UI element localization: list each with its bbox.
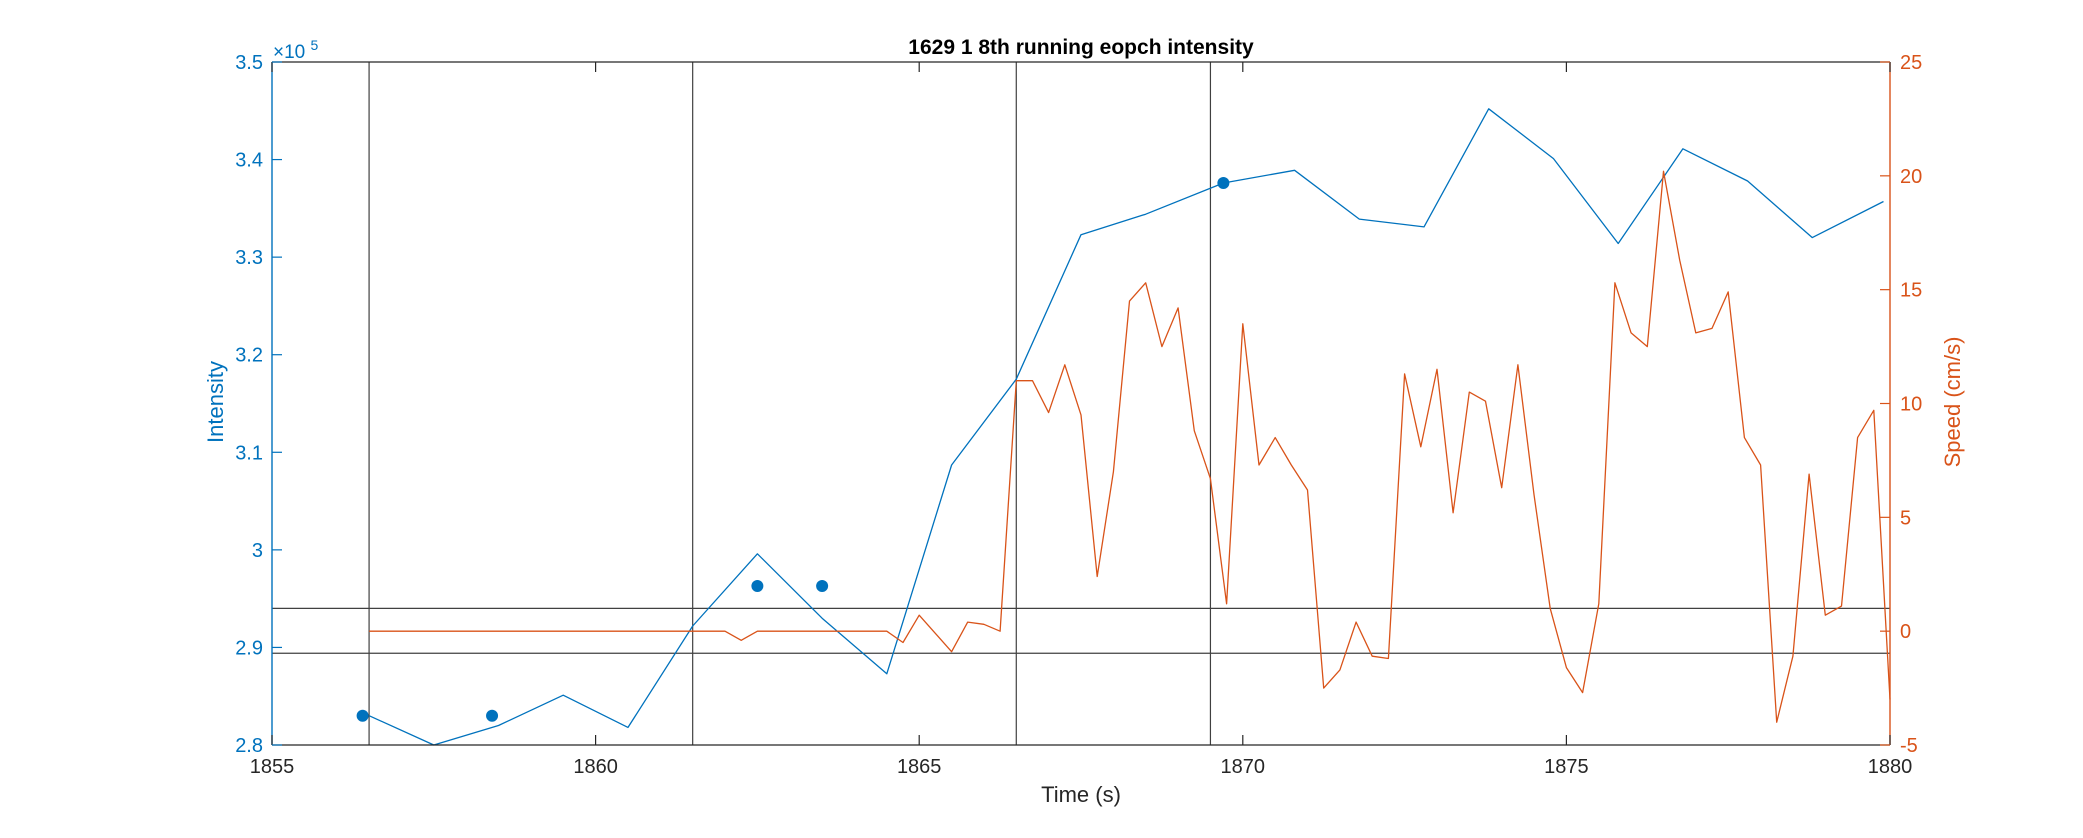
left-y-axis-title: Intensity	[203, 361, 228, 443]
right-y-tick-label: 20	[1900, 166, 1922, 188]
scatter-point	[751, 579, 764, 592]
left-axis-exponent: ×10 5	[273, 37, 319, 63]
exponent-power: 5	[311, 37, 319, 53]
scatter-point	[486, 709, 499, 722]
right-y-tick-label: 5	[1900, 507, 1911, 529]
x-tick-label: 1860	[573, 756, 618, 778]
left-y-tick-label: 3.3	[235, 247, 263, 269]
right-y-tick-label: 15	[1900, 280, 1922, 302]
speed-series-line	[369, 170, 1891, 723]
intensity-series-line	[368, 108, 1884, 746]
left-y-tick-label: 3.5	[235, 52, 263, 74]
left-y-tick-label: 3	[252, 540, 263, 562]
exponent-base: ×10	[273, 42, 305, 63]
x-tick-label: 1865	[897, 756, 942, 778]
left-y-tick-label: 2.8	[235, 735, 263, 757]
x-tick-label: 1880	[1868, 756, 1913, 778]
x-tick-label: 1855	[250, 756, 295, 778]
chart-title: 1629 1 8th running eopch intensity	[908, 36, 1254, 59]
right-y-tick-label: 0	[1900, 621, 1911, 643]
axes: 1855 1860 1865 1870 1875 1880 2.8 2.9 3 3.1 3.2 3.3…	[235, 52, 1922, 778]
plot-content	[272, 62, 1891, 746]
right-y-tick-label: 10	[1900, 394, 1922, 416]
scatter-point	[816, 579, 829, 592]
scatter-point	[356, 709, 369, 722]
x-axis-title: Time (s)	[1041, 782, 1121, 807]
right-y-tick-label: -5	[1900, 735, 1918, 757]
left-y-tick-label: 3.4	[235, 150, 263, 172]
left-y-tick-label: 3.2	[235, 345, 263, 367]
left-y-tick-label: 3.1	[235, 442, 263, 464]
right-y-axis-title: Speed (cm/s)	[1940, 337, 1965, 468]
left-y-tick-label: 2.9	[235, 637, 263, 659]
right-y-tick-label: 25	[1900, 52, 1922, 74]
svg-text:×10 5: ×10 5	[273, 37, 319, 63]
scatter-point	[1217, 176, 1230, 189]
x-tick-label: 1875	[1544, 756, 1589, 778]
x-tick-label: 1870	[1221, 756, 1266, 778]
